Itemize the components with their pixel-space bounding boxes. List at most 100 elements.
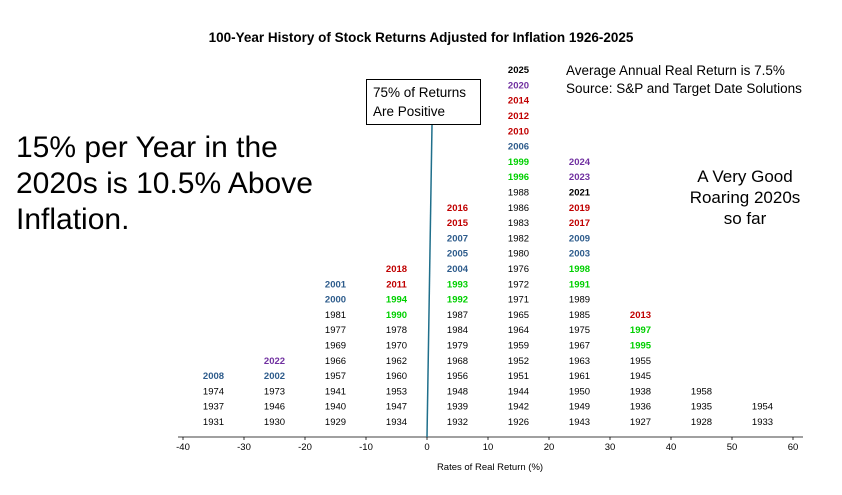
year-label: 1969 bbox=[325, 341, 346, 352]
year-label: 1941 bbox=[325, 386, 346, 397]
year-label: 2022 bbox=[264, 356, 285, 367]
left-note-line-3: Inflation. bbox=[16, 203, 130, 236]
year-label: 2002 bbox=[264, 371, 285, 382]
year-label: 1946 bbox=[264, 402, 285, 413]
year-label: 2020 bbox=[508, 80, 529, 91]
year-label: 1945 bbox=[630, 371, 651, 382]
year-label: 2005 bbox=[447, 249, 469, 260]
year-label: 1937 bbox=[203, 402, 224, 413]
average-return-note: Average Annual Real Return is 7.5% Sourc… bbox=[566, 62, 802, 98]
year-label: 1981 bbox=[325, 310, 346, 321]
year-label: 1934 bbox=[386, 417, 407, 428]
year-label: 1999 bbox=[508, 157, 529, 168]
year-label: 1973 bbox=[264, 386, 285, 397]
x-tick-label: 60 bbox=[788, 442, 799, 453]
year-label: 1974 bbox=[203, 386, 224, 397]
year-label: 1993 bbox=[447, 279, 468, 290]
x-tick-label: -30 bbox=[237, 442, 251, 453]
year-label: 1980 bbox=[508, 249, 529, 260]
year-label: 1929 bbox=[325, 417, 346, 428]
year-label: 1933 bbox=[752, 417, 773, 428]
year-label: 2003 bbox=[569, 249, 590, 260]
year-label: 1958 bbox=[691, 386, 712, 397]
year-label: 1994 bbox=[386, 295, 408, 306]
x-axis-label: Rates of Real Return (%) bbox=[437, 462, 543, 473]
year-label: 1956 bbox=[447, 371, 468, 382]
year-label: 1957 bbox=[325, 371, 346, 382]
year-label: 1926 bbox=[508, 417, 529, 428]
year-label: 2016 bbox=[447, 203, 468, 214]
x-tick-label: -40 bbox=[176, 442, 190, 453]
year-label: 1978 bbox=[386, 325, 407, 336]
year-label: 1984 bbox=[447, 325, 468, 336]
x-tick-label: 30 bbox=[605, 442, 616, 453]
chart-title: 100-Year History of Stock Returns Adjust… bbox=[208, 30, 634, 45]
year-label: 1990 bbox=[386, 310, 407, 321]
year-label: 1947 bbox=[386, 402, 407, 413]
year-label: 1965 bbox=[508, 310, 529, 321]
year-label: 1951 bbox=[508, 371, 529, 382]
year-label: 1998 bbox=[569, 264, 590, 275]
year-label: 2006 bbox=[508, 142, 529, 153]
year-label: 1943 bbox=[569, 417, 590, 428]
year-label: 1952 bbox=[508, 356, 529, 367]
year-label: 1959 bbox=[508, 341, 529, 352]
year-label: 1997 bbox=[630, 325, 651, 336]
year-label: 1928 bbox=[691, 417, 712, 428]
year-label: 1935 bbox=[691, 402, 712, 413]
year-label: 1930 bbox=[264, 417, 285, 428]
year-label: 1975 bbox=[569, 325, 590, 336]
year-label: 2009 bbox=[569, 233, 590, 244]
left-note-line-2: 2020s is 10.5% Above bbox=[16, 167, 313, 200]
year-label: 1953 bbox=[386, 386, 407, 397]
year-label: 1955 bbox=[630, 356, 651, 367]
left-note-line-1: 15% per Year in the bbox=[16, 131, 278, 164]
year-label: 1988 bbox=[508, 188, 529, 199]
year-label: 1932 bbox=[447, 417, 468, 428]
year-label: 1940 bbox=[325, 402, 346, 413]
year-label: 1989 bbox=[569, 295, 590, 306]
year-label: 1962 bbox=[386, 356, 407, 367]
year-label: 2025 bbox=[508, 65, 530, 76]
year-label: 1970 bbox=[386, 341, 407, 352]
x-tick-label: -10 bbox=[359, 442, 373, 453]
year-label: 1966 bbox=[325, 356, 346, 367]
year-label: 1983 bbox=[508, 218, 529, 229]
year-label: 2004 bbox=[447, 264, 469, 275]
year-label: 1950 bbox=[569, 386, 590, 397]
year-label: 1982 bbox=[508, 233, 529, 244]
year-label: 2012 bbox=[508, 111, 529, 122]
year-label: 1954 bbox=[752, 402, 773, 413]
year-label: 1938 bbox=[630, 386, 651, 397]
year-label: 1960 bbox=[386, 371, 407, 382]
year-label: 1995 bbox=[630, 341, 652, 352]
year-label: 1976 bbox=[508, 264, 529, 275]
zero-return-line bbox=[426, 124, 433, 438]
avg-note-line-1: Average Annual Real Return is 7.5% bbox=[566, 63, 785, 78]
year-label: 1949 bbox=[569, 402, 590, 413]
x-tick-label: -20 bbox=[298, 442, 312, 453]
year-label: 1942 bbox=[508, 402, 529, 413]
year-label: 2007 bbox=[447, 233, 468, 244]
year-label: 1996 bbox=[508, 172, 529, 183]
year-label: 1961 bbox=[569, 371, 590, 382]
year-label: 2024 bbox=[569, 157, 591, 168]
year-label: 1931 bbox=[203, 417, 224, 428]
roaring-note-line-1: A Very Good bbox=[697, 167, 793, 186]
callout-line-1: 75% of Returns bbox=[373, 85, 467, 100]
roaring-note-line-3: so far bbox=[723, 209, 767, 228]
avg-note-line-2: Source: S&P and Target Date Solutions bbox=[566, 81, 802, 96]
year-label: 2015 bbox=[447, 218, 469, 229]
positive-returns-callout: 75% of Returns Are Positive bbox=[366, 79, 481, 125]
decade-summary-note: 15% per Year in the 2020s is 10.5% Above… bbox=[16, 130, 313, 238]
year-label: 2001 bbox=[325, 279, 347, 290]
year-label: 1968 bbox=[447, 356, 468, 367]
year-label: 1964 bbox=[508, 325, 529, 336]
year-label: 1927 bbox=[630, 417, 651, 428]
year-label: 1972 bbox=[508, 279, 529, 290]
year-label: 1985 bbox=[569, 310, 590, 321]
year-label: 2018 bbox=[386, 264, 407, 275]
x-tick-label: 40 bbox=[666, 442, 677, 453]
year-label: 1967 bbox=[569, 341, 590, 352]
